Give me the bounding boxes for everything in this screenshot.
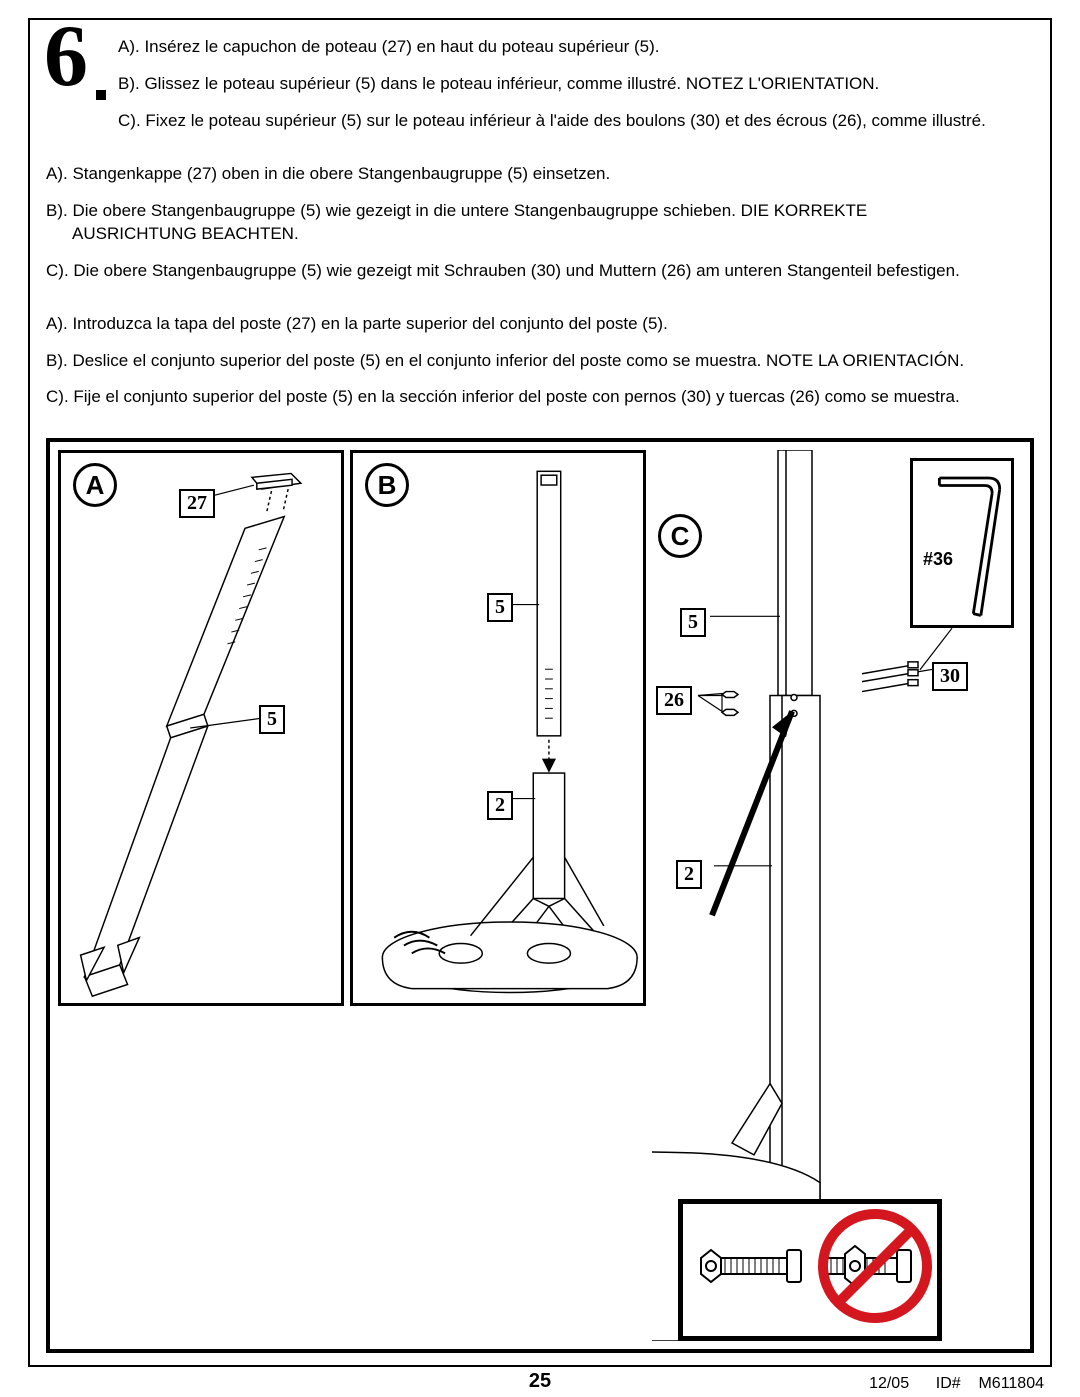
label-5-b: 5 — [487, 593, 513, 622]
footer-date: 12/05 — [869, 1375, 909, 1392]
tool-box: #36 — [910, 458, 1014, 628]
label-2-b: 2 — [487, 791, 513, 820]
german-block: A). Stangenkappe (27) oben in die obere … — [46, 163, 1040, 283]
tool-label: #36 — [923, 549, 953, 570]
es-a: A). Introduzca la tapa del poste (27) en… — [46, 313, 1040, 336]
page-number: 25 — [529, 1370, 551, 1393]
es-c: C). Fije el conjunto superior del poste … — [46, 386, 1040, 409]
step-number: 6 — [44, 22, 88, 92]
label-26: 26 — [656, 686, 692, 715]
diagram-frame: A — [46, 438, 1034, 1353]
de-b: B). Die obere Stangenbaugruppe (5) wie g… — [46, 200, 1040, 246]
label-5-a: 5 — [259, 705, 285, 734]
fr-b: B). Glissez le poteau supérieur (5) dans… — [118, 73, 1040, 96]
bolt-inset — [678, 1199, 942, 1341]
panel-b: B — [350, 450, 646, 1006]
es-b: B). Deslice el conjunto superior del pos… — [46, 350, 1040, 373]
panel-a: A — [58, 450, 344, 1006]
french-block: A). Insérez le capuchon de poteau (27) e… — [118, 36, 1040, 133]
panel-b-illustration — [353, 453, 643, 1003]
allen-key-icon — [913, 461, 1011, 625]
footer-id-label: ID# — [936, 1375, 961, 1392]
label-2-c: 2 — [676, 860, 702, 889]
fr-a: A). Insérez le capuchon de poteau (27) e… — [118, 36, 1040, 59]
footer-meta: 12/05 ID# M611804 — [869, 1375, 1044, 1393]
spanish-block: A). Introduzca la tapa del poste (27) en… — [46, 313, 1040, 410]
de-a: A). Stangenkappe (27) oben in die obere … — [46, 163, 1040, 186]
label-30: 30 — [932, 662, 968, 691]
footer-id: M611804 — [978, 1375, 1044, 1392]
de-c: C). Die obere Stangenbaugruppe (5) wie g… — [46, 260, 1040, 283]
bolt-inset-illustration — [683, 1204, 937, 1336]
label-27: 27 — [179, 489, 215, 518]
step-number-dot — [96, 90, 106, 100]
label-5-c: 5 — [680, 608, 706, 637]
fr-c: C). Fixez le poteau supérieur (5) sur le… — [118, 110, 1040, 133]
instruction-text: A). Insérez le capuchon de poteau (27) e… — [118, 36, 1040, 439]
panel-a-illustration — [61, 453, 341, 1003]
